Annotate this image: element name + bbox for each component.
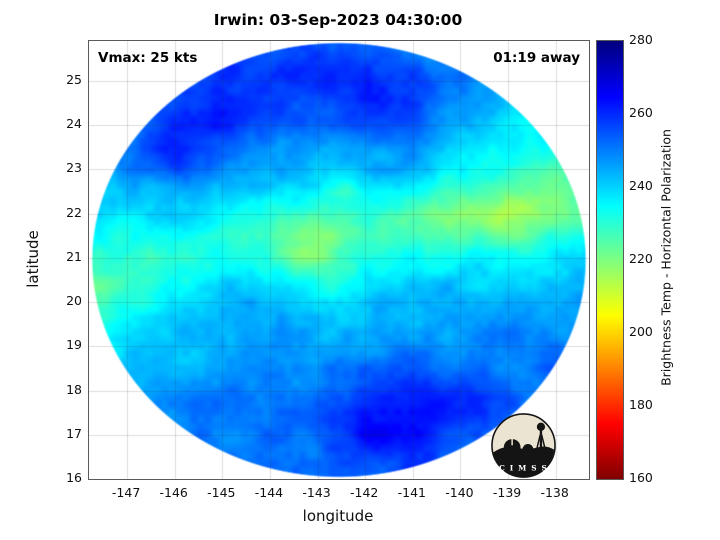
cimss-logo-band xyxy=(492,457,555,477)
tower-tank-icon xyxy=(536,422,546,431)
y-tick-label: 23 xyxy=(66,160,82,176)
colorbar-canvas xyxy=(597,41,623,479)
plot-title: Irwin: 03-Sep-2023 04:30:00 xyxy=(213,11,463,29)
y-axis-label: latitude xyxy=(24,230,42,288)
x-tick-label: -145 xyxy=(207,485,236,500)
y-tick-label: 20 xyxy=(66,293,82,309)
y-tick-label: 17 xyxy=(66,425,82,441)
cimss-logo-text: C I M S S xyxy=(499,464,548,473)
y-tick-label: 22 xyxy=(66,204,82,220)
tower-mast xyxy=(539,428,543,449)
x-tick-label: -143 xyxy=(302,485,331,500)
vmax-annotation: Vmax: 25 kts xyxy=(98,50,198,66)
y-tick-label: 21 xyxy=(66,248,82,264)
colorbar xyxy=(596,40,624,480)
x-axis-label: longitude xyxy=(302,507,374,525)
tower-legs xyxy=(536,434,546,449)
x-tick-label: -144 xyxy=(254,485,284,500)
colorbar-tick-label: 280 xyxy=(629,32,653,47)
colorbar-tick-label: 200 xyxy=(629,324,653,339)
satellite-image-canvas xyxy=(89,41,589,479)
colorbar-tick-label: 220 xyxy=(629,251,653,266)
x-tick-label: -140 xyxy=(445,485,474,500)
colorbar-tick-label: 240 xyxy=(629,178,653,193)
dome-slit xyxy=(511,438,513,446)
plot-area: Vmax: 25 kts 01:19 away C I M S S xyxy=(88,40,590,480)
y-tick-label: 19 xyxy=(66,337,82,353)
eta-annotation: 01:19 away xyxy=(493,50,580,66)
x-tick-label: -147 xyxy=(111,485,141,500)
x-tick-label: -141 xyxy=(397,485,426,500)
y-tick-label: 25 xyxy=(66,71,82,87)
y-tick-label: 24 xyxy=(66,116,82,132)
colorbar-tick-label: 260 xyxy=(629,105,653,120)
x-tick-label: -142 xyxy=(350,485,379,500)
small-dome-icon xyxy=(522,444,534,453)
y-tick-label: 18 xyxy=(66,381,82,397)
x-tick-label: -138 xyxy=(540,485,569,500)
colorbar-tick-label: 160 xyxy=(629,470,653,485)
colorbar-tick-label: 180 xyxy=(629,397,653,412)
y-tick-label: 16 xyxy=(66,470,82,485)
cimss-logo: C I M S S xyxy=(491,413,556,478)
x-tick-label: -139 xyxy=(492,485,522,500)
x-tick-label: -146 xyxy=(159,485,188,500)
